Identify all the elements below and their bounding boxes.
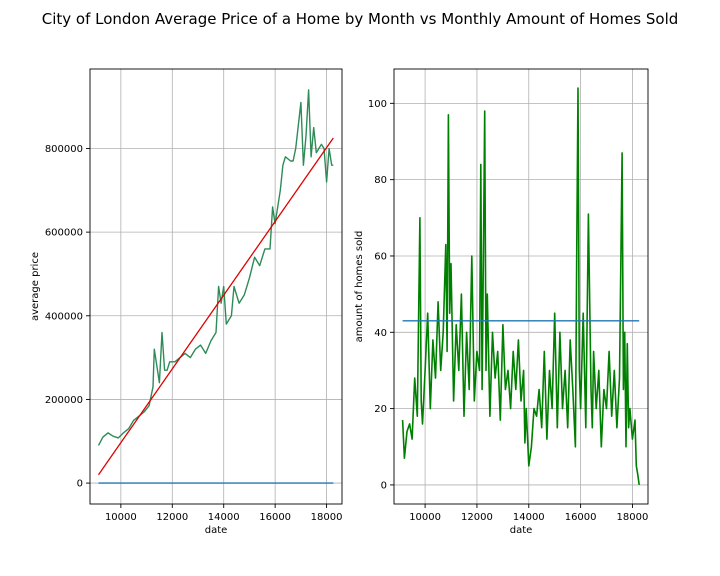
price-ytick-label-2: 400000 [45, 311, 83, 322]
price-ytick-label-4: 800000 [45, 144, 83, 155]
price-x-axis-label: date [205, 525, 228, 536]
price-axes-frame [89, 68, 343, 505]
price-ytick-label-3: 600000 [45, 228, 83, 239]
price-ytick-label-1: 200000 [45, 395, 83, 406]
price-trend-line [97, 137, 334, 476]
price-xtick-label-1: 12000 [156, 512, 188, 523]
sales-ytick-label-2: 40 [374, 328, 387, 339]
price-chart-panel: 10000 12000 14000 16000 18000 0 200000 400000 60… [30, 68, 343, 536]
sales-xtick-label-3: 16000 [565, 512, 597, 523]
sales-homes-sold-line [401, 87, 640, 486]
sales-xtick-label-4: 18000 [617, 512, 649, 523]
sales-xtick-label-2: 14000 [513, 512, 545, 523]
price-xtick-label-0: 10000 [105, 512, 137, 523]
sales-y-axis-label: amount of homes sold [354, 231, 365, 343]
price-average-price-line [97, 89, 334, 446]
sales-ytick-label-0: 0 [381, 480, 387, 491]
price-y-axis-label: average price [30, 252, 41, 321]
sales-chart-panel: 10000 12000 14000 16000 18000 0 20 40 60 80 100 dat… [354, 68, 649, 536]
price-xtick-label-2: 14000 [208, 512, 240, 523]
sales-ytick-label-5: 100 [368, 99, 387, 110]
figure-title: City of London Average Price of a Home b… [42, 10, 679, 28]
price-xtick-label-4: 18000 [311, 512, 343, 523]
sales-ytick-label-1: 20 [374, 404, 387, 415]
sales-x-axis-label: date [510, 525, 533, 536]
sales-ytick-label-3: 60 [374, 251, 387, 262]
price-ytick-label-0: 0 [77, 479, 83, 490]
sales-xtick-label-1: 12000 [461, 512, 493, 523]
price-xtick-label-3: 16000 [259, 512, 291, 523]
sales-ytick-label-4: 80 [374, 175, 387, 186]
sales-axes-frame [393, 68, 649, 505]
sales-xtick-label-0: 10000 [409, 512, 441, 523]
